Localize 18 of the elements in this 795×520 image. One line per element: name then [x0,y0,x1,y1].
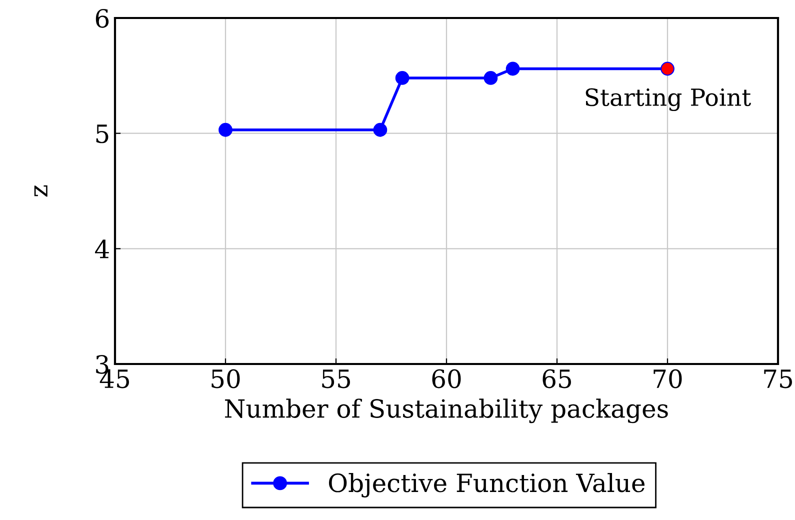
point [484,71,498,85]
x-tick-label: 70 [654,369,682,388]
y-tick-label: 6 [96,8,109,28]
y-tick-label: 5 [96,124,108,144]
x-tick-label: 65 [542,369,571,388]
x-tick-label: 75 [764,370,792,388]
point [373,122,388,137]
x-tick-label: 50 [212,369,240,388]
annotation: Starting Point [586,88,751,112]
y-tick-label: 4 [95,240,109,258]
legend-label: Objective Function Value [328,472,645,498]
x-axis-title: Number of Sustainability packages [225,398,668,424]
point [506,62,520,76]
point [218,122,232,137]
point [395,71,410,85]
x-tick-label: 55 [322,370,350,388]
x-tick-label: 60 [432,369,461,388]
y-axis-title: z [34,185,48,197]
